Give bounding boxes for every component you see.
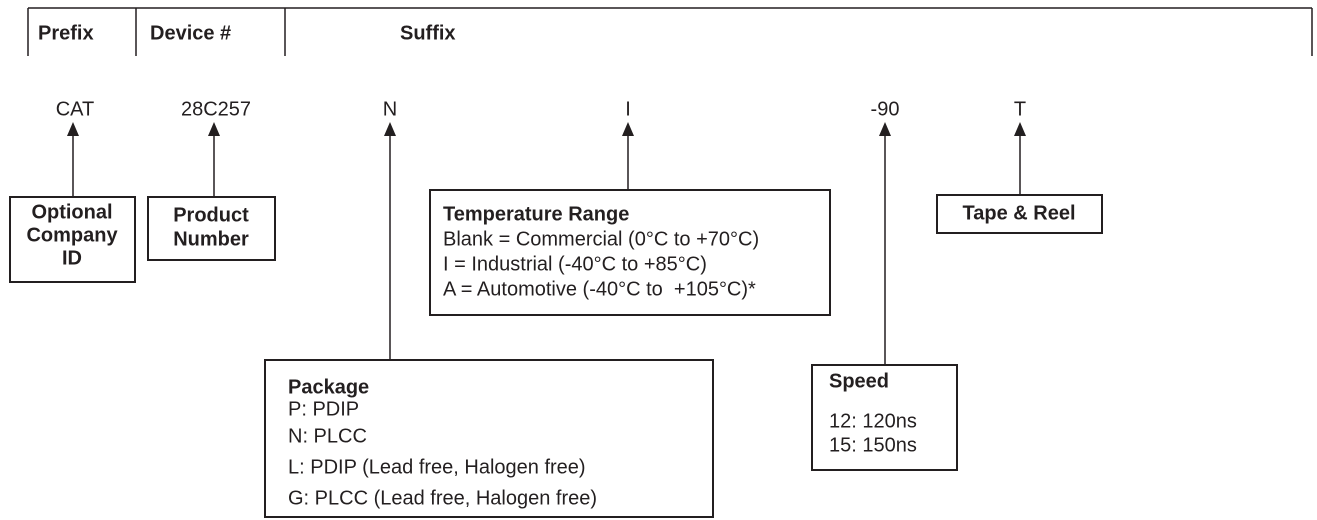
box-title: Temperature Range — [443, 203, 629, 225]
box-title: Speed — [829, 370, 889, 392]
code: I — [625, 98, 631, 120]
header-frame — [27, 7, 1313, 56]
box-title: Number — [173, 228, 249, 250]
box-line: N: PLCC — [288, 425, 367, 447]
codes: CAT 28C257 N I -90 T — [56, 98, 1026, 120]
box-line: G: PLCC (Lead free, Halogen free) — [288, 487, 597, 509]
box-line: Blank = Commercial (0°C to +70°C) — [443, 228, 759, 250]
box-line: A = Automotive (-40°C to +105°C)* — [443, 278, 756, 300]
code: -90 — [871, 98, 900, 120]
box-title: Optional — [31, 201, 112, 223]
box-title: Company — [26, 224, 118, 246]
code: N — [383, 98, 397, 120]
box-line: 12: 120ns — [829, 410, 917, 432]
box-title: Package — [288, 376, 369, 398]
tape-box — [936, 194, 1103, 234]
header-label: Suffix — [400, 22, 456, 44]
box-title: Tape & Reel — [963, 202, 1076, 224]
code: T — [1014, 98, 1026, 120]
product-box — [147, 196, 276, 261]
box-title: ID — [62, 247, 82, 269]
package-box — [264, 359, 714, 518]
arrows — [67, 122, 1026, 365]
arrow-shaft — [72, 132, 1021, 365]
box-line: P: PDIP — [288, 398, 359, 420]
header-label: Prefix — [38, 22, 94, 44]
speed-box — [811, 364, 958, 471]
code: 28C257 — [181, 98, 251, 120]
header-label: Device # — [150, 22, 231, 44]
company-box — [9, 196, 136, 283]
header: Prefix Device # Suffix — [27, 7, 1313, 56]
box-line: 15: 150ns — [829, 434, 917, 456]
box-title: Product — [173, 204, 249, 226]
arrow-head — [67, 122, 1026, 136]
box-line: L: PDIP (Lead free, Halogen free) — [288, 456, 586, 478]
temperature-box — [429, 189, 831, 316]
code: CAT — [56, 98, 95, 120]
box-line: I = Industrial (-40°C to +85°C) — [443, 253, 707, 275]
